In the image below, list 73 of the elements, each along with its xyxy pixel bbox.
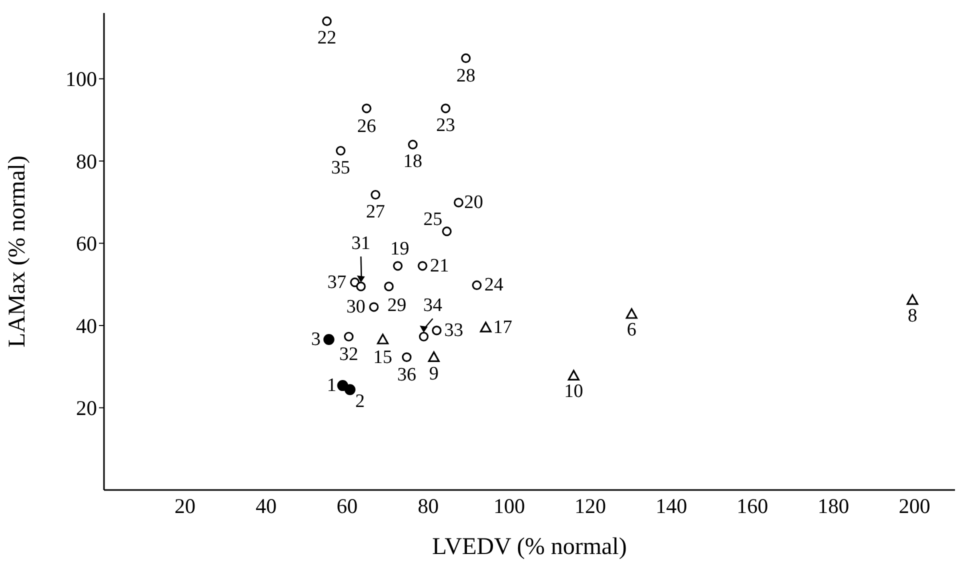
point bbox=[356, 282, 366, 292]
annotation: 10 bbox=[564, 381, 584, 402]
annotation: 31 bbox=[351, 232, 370, 254]
point bbox=[393, 261, 403, 271]
annotation: 21 bbox=[430, 255, 450, 276]
point bbox=[432, 326, 442, 336]
annotation: 6 bbox=[626, 320, 636, 341]
y-tick-label: 80 bbox=[76, 149, 97, 174]
annotation: 23 bbox=[436, 114, 456, 136]
x-tick-label: 80 bbox=[418, 494, 439, 518]
annotation: 20 bbox=[464, 192, 484, 214]
annotation: 19 bbox=[390, 238, 410, 260]
point bbox=[480, 322, 492, 332]
x-axis-title: LVEDV (% normal) bbox=[432, 534, 627, 560]
x-tick-label: 40 bbox=[256, 494, 277, 518]
x-tick-label: 180 bbox=[818, 494, 850, 518]
annotation: 28 bbox=[456, 66, 476, 87]
point bbox=[454, 198, 464, 208]
y-tick-label: 60 bbox=[76, 232, 97, 256]
point bbox=[369, 302, 379, 312]
annotation: 29 bbox=[387, 294, 406, 316]
annotation: 3 bbox=[311, 329, 321, 350]
point bbox=[344, 332, 354, 342]
point bbox=[322, 16, 332, 26]
annotation: 26 bbox=[357, 116, 376, 137]
annotation: 33 bbox=[444, 320, 464, 341]
annotation: 9 bbox=[429, 364, 439, 385]
x-tick-label: 120 bbox=[574, 494, 606, 518]
annotation: 34 bbox=[423, 295, 443, 316]
point bbox=[418, 332, 429, 342]
y-tick-label: 100 bbox=[66, 67, 97, 92]
point bbox=[472, 280, 482, 290]
annotation: 35 bbox=[331, 157, 350, 178]
annotation: 2 bbox=[355, 391, 365, 412]
annotation: 24 bbox=[484, 274, 504, 296]
annotation: 15 bbox=[373, 347, 392, 368]
point bbox=[323, 334, 334, 345]
y-axis-title: LAMax (% normal) bbox=[4, 156, 31, 348]
point bbox=[442, 226, 452, 236]
x-tick-label: 140 bbox=[656, 494, 688, 518]
x-tick-label: 60 bbox=[336, 494, 358, 518]
x-tick-label: 100 bbox=[493, 494, 525, 518]
point bbox=[626, 308, 638, 319]
annotation: 25 bbox=[423, 208, 442, 230]
x-tick-label: 200 bbox=[898, 494, 930, 518]
annotation: 36 bbox=[397, 364, 416, 386]
annotation: 22 bbox=[317, 28, 336, 49]
point bbox=[384, 282, 394, 292]
point bbox=[906, 294, 918, 305]
annotation: 8 bbox=[908, 306, 918, 327]
point bbox=[568, 370, 580, 380]
point bbox=[428, 351, 440, 362]
point bbox=[370, 190, 380, 200]
annotation: 18 bbox=[403, 151, 422, 172]
x-tick-label: 160 bbox=[736, 494, 768, 518]
annotation: 27 bbox=[366, 201, 386, 222]
point bbox=[336, 146, 346, 156]
point bbox=[402, 352, 412, 362]
annotation: 32 bbox=[339, 344, 358, 366]
x-tick-label: 20 bbox=[174, 494, 196, 518]
point bbox=[377, 334, 389, 344]
point bbox=[362, 104, 372, 114]
y-tick-label: 20 bbox=[76, 396, 97, 420]
point bbox=[461, 53, 471, 64]
annotation: 37 bbox=[327, 272, 346, 293]
point bbox=[440, 104, 450, 114]
annotation: 1 bbox=[326, 375, 336, 396]
point bbox=[418, 261, 428, 271]
point bbox=[344, 384, 356, 396]
annotation: 30 bbox=[346, 296, 366, 318]
point bbox=[408, 140, 418, 150]
annotation: 17 bbox=[493, 317, 512, 338]
y-tick-label: 40 bbox=[76, 314, 97, 338]
